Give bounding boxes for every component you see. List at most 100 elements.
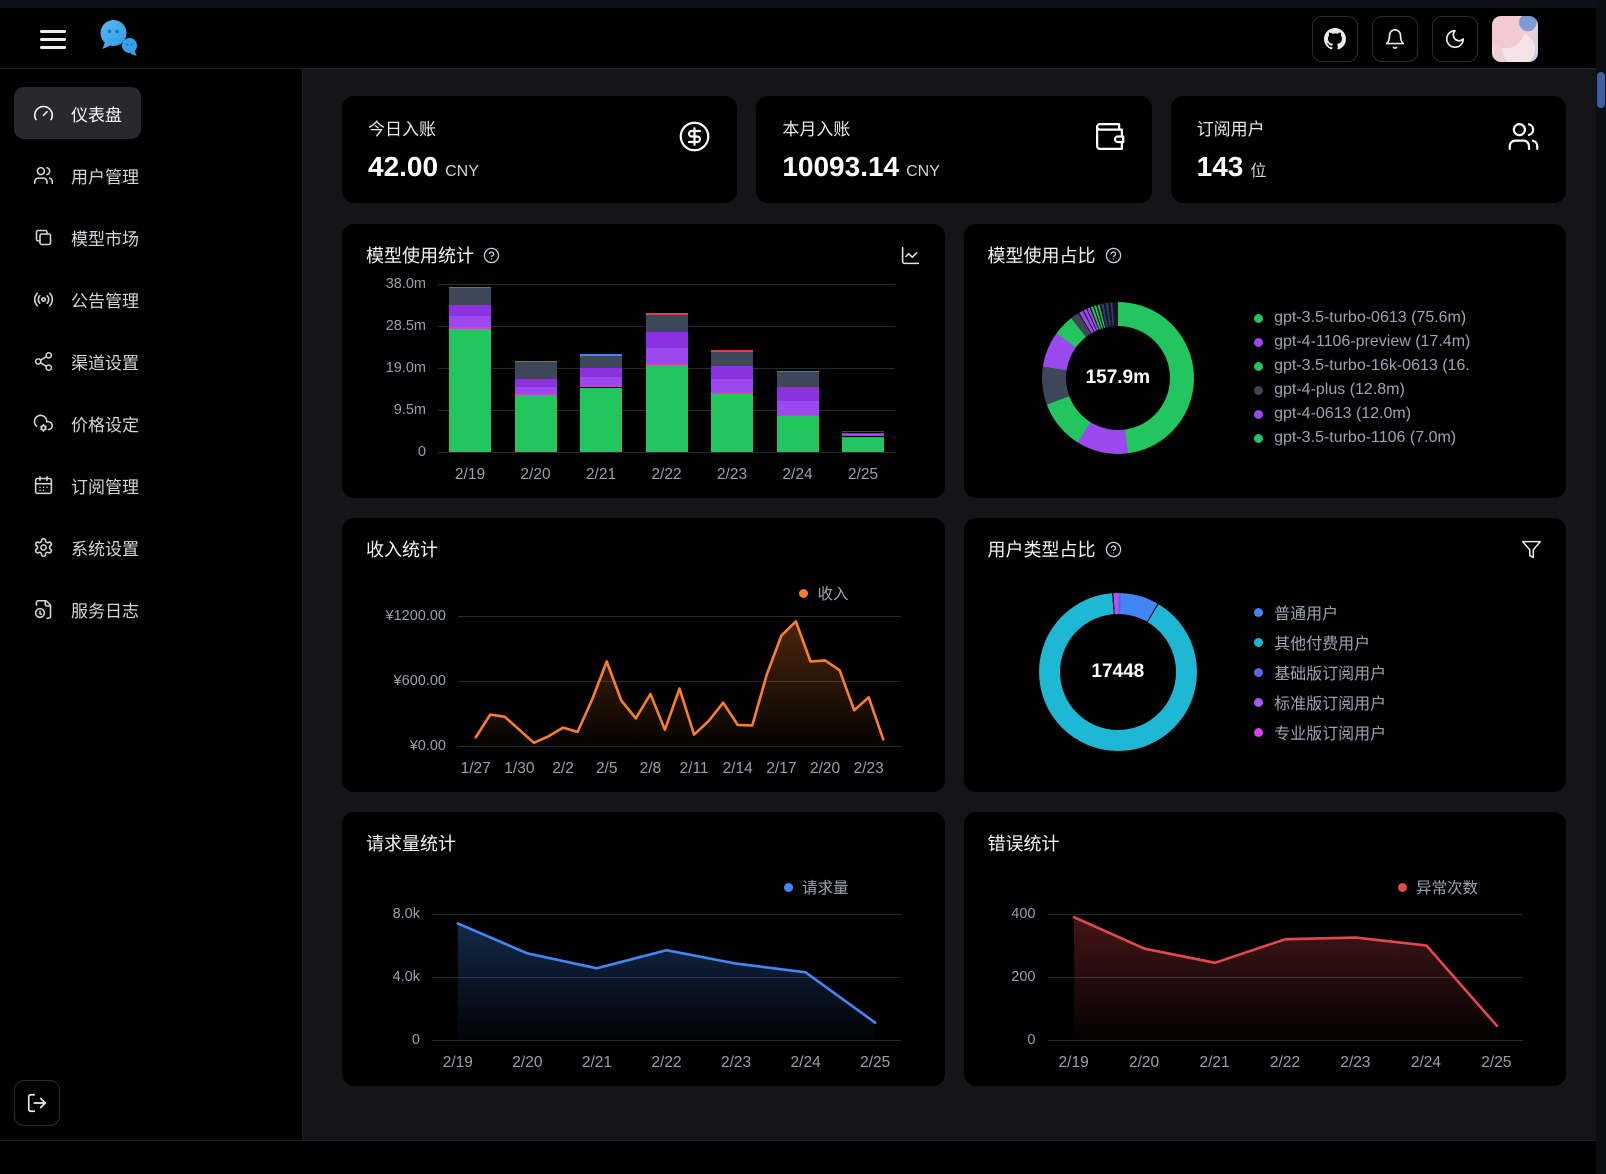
sidebar-item-label: 系统设置 xyxy=(71,539,139,559)
bar-segment xyxy=(711,393,753,452)
file-clock-icon xyxy=(33,599,54,620)
bar-segment xyxy=(449,304,491,317)
bar-segment xyxy=(580,356,622,368)
scrollbar[interactable] xyxy=(1596,0,1606,1174)
users-icon xyxy=(1507,120,1540,184)
help-icon[interactable] xyxy=(483,247,500,264)
donut-ring: 17448 xyxy=(1038,593,1197,751)
bar-segment xyxy=(580,386,622,388)
sidebar-item-model-market[interactable]: 模型市场 xyxy=(14,211,158,263)
chart-legend-item[interactable]: 请求量 xyxy=(783,876,849,898)
legend-item[interactable]: 普通用户 xyxy=(1254,600,1542,624)
x-tick-label: 2/23 xyxy=(720,1054,752,1071)
sidebar-item-dashboard[interactable]: 仪表盘 xyxy=(14,87,141,139)
user-avatar[interactable] xyxy=(1492,16,1538,62)
bar-segment xyxy=(449,316,491,328)
legend-item[interactable]: 标准版订阅用户 xyxy=(1254,690,1542,714)
x-tick-label: 2/22 xyxy=(1269,1054,1301,1071)
app-logo-chat-icon[interactable] xyxy=(96,18,142,60)
donut-center-value: 17448 xyxy=(1091,661,1145,682)
gridline xyxy=(432,914,901,915)
stat-label: 订阅用户 xyxy=(1196,120,1265,139)
gear-icon xyxy=(33,537,54,558)
sidebar-item-pricing[interactable]: 价格设定 xyxy=(14,397,158,449)
gauge-icon xyxy=(33,103,54,124)
notifications-button[interactable] xyxy=(1372,16,1418,62)
model-usage-card: 模型使用统计 38.0m 28.5m 19.0m 9.5m 0 2/19 2/20 2/21 2… xyxy=(342,224,945,498)
bar-segment xyxy=(711,352,753,367)
y-tick-label: 200 xyxy=(1011,969,1036,985)
gridline xyxy=(438,452,895,453)
legend-item[interactable]: 基础版订阅用户 xyxy=(1254,660,1542,684)
sidebar-item-label: 仪表盘 xyxy=(71,105,122,125)
stat-unit: CNY xyxy=(445,163,479,180)
bar-segment xyxy=(842,431,884,433)
chart-title: 请求量统计 xyxy=(366,834,456,854)
y-tick-label: ¥1200.00 xyxy=(385,608,446,624)
requests-card: 请求量统计 请求量 8.0k 4.0k 0 2/19 2/20 2/21 2/22 2/23 2/… xyxy=(342,812,945,1086)
y-tick-label: 400 xyxy=(1011,906,1036,922)
sidebar-item-label: 用户管理 xyxy=(71,167,139,187)
bar-segment xyxy=(449,328,491,452)
stat-card-today-income: 今日入账 42.00 CNY xyxy=(342,96,738,203)
chart-title: 模型使用统计 xyxy=(366,246,474,266)
donut-ring: 157.9m xyxy=(1041,302,1194,454)
bar-segment xyxy=(580,387,622,452)
wallet-icon xyxy=(1093,120,1126,184)
legend-item[interactable]: gpt-3.5-turbo-1106 (7.0m) xyxy=(1254,429,1542,447)
x-tick-label: 2/19 xyxy=(1058,1054,1089,1071)
sidebar-item-settings[interactable]: 系统设置 xyxy=(14,521,158,573)
sidebar-item-label: 服务日志 xyxy=(71,601,139,621)
legend-item[interactable]: gpt-3.5-turbo-0613 (75.6m) xyxy=(1254,309,1542,327)
menu-toggle-button[interactable] xyxy=(36,26,70,53)
bar-segment xyxy=(514,395,557,452)
gridline xyxy=(1047,1040,1523,1041)
sidebar-item-channels[interactable]: 渠道设置 xyxy=(14,335,158,387)
filter-icon[interactable] xyxy=(1521,539,1542,560)
logout-button[interactable] xyxy=(14,1080,60,1126)
legend-item[interactable]: gpt-4-1106-preview (17.4m) xyxy=(1254,333,1542,351)
legend-item[interactable]: 其他付费用户 xyxy=(1254,630,1542,654)
chart-legend-item[interactable]: 收入 xyxy=(799,582,849,604)
chart-line-icon[interactable] xyxy=(900,245,921,266)
x-tick-label: 2/19 xyxy=(442,1054,473,1071)
bar-segment xyxy=(645,313,688,315)
bar-segment xyxy=(514,360,557,362)
x-tick-label: 2/24 xyxy=(782,466,813,483)
top-strip xyxy=(0,0,1606,8)
model-share-card: 模型使用占比 157.9m gpt-3.5-turbo-0613 (75.6m)… xyxy=(963,224,1566,498)
legend-item[interactable]: gpt-4-0613 (12.0m) xyxy=(1254,405,1542,423)
scrollbar-thumb[interactable] xyxy=(1597,72,1605,108)
sidebar-item-logs[interactable]: 服务日志 xyxy=(14,583,158,635)
bar-segment xyxy=(711,350,753,353)
sidebar-item-subscriptions[interactable]: 订阅管理 xyxy=(14,459,158,511)
y-tick-label: 19.0m xyxy=(385,360,426,376)
bar-segment xyxy=(449,288,491,305)
legend-item[interactable]: gpt-3.5-turbo-16k-0613 (16. xyxy=(1254,357,1542,375)
sidebar-item-users[interactable]: 用户管理 xyxy=(14,149,158,201)
x-tick-label: 2/2 xyxy=(552,760,574,777)
legend-item[interactable]: gpt-4-plus (12.8m) xyxy=(1254,381,1542,399)
errors-chart: 异常次数 400 200 0 2/19 2/20 2/21 2/22 2/23 2/24 2/25 xyxy=(988,858,1543,1074)
calendar-icon xyxy=(33,475,54,496)
bar-segment xyxy=(514,393,557,395)
x-tick-label: 1/30 xyxy=(504,760,535,777)
requests-series-line xyxy=(456,922,877,1040)
legend-item[interactable]: 专业版订阅用户 xyxy=(1254,720,1542,744)
x-tick-label: 2/20 xyxy=(1128,1054,1160,1071)
x-tick-label: 2/8 xyxy=(639,760,662,777)
sidebar-item-announcements[interactable]: 公告管理 xyxy=(14,273,158,325)
theme-toggle-button[interactable] xyxy=(1432,16,1478,62)
gridline xyxy=(458,681,901,682)
gridline xyxy=(458,746,901,747)
x-tick-label: 2/25 xyxy=(1481,1054,1512,1071)
stat-label: 本月入账 xyxy=(782,120,851,139)
github-button[interactable] xyxy=(1312,16,1358,62)
x-tick-label: 2/23 xyxy=(1340,1054,1371,1071)
help-icon[interactable] xyxy=(1105,541,1122,558)
help-icon[interactable] xyxy=(1105,247,1122,264)
moon-icon xyxy=(1444,28,1466,50)
bar-segment xyxy=(580,353,622,357)
income-chart: 收入 ¥1200.00 ¥600.00 ¥0.00 1/27 1/30 2/2 2/5 2/8 2… xyxy=(366,564,921,780)
chart-legend-item[interactable]: 异常次数 xyxy=(1397,876,1478,898)
